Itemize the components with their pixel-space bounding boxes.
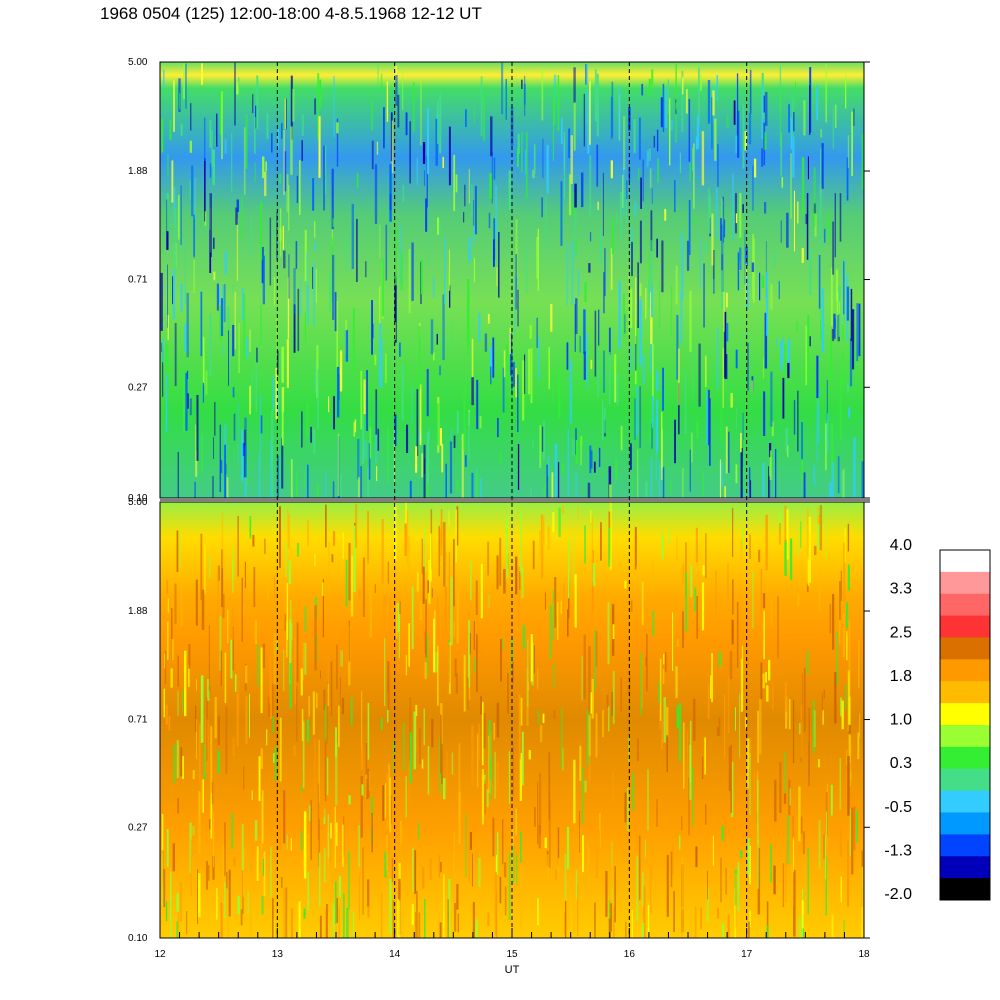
y-tick-label: 5.00 bbox=[128, 57, 148, 68]
colorbar-label: 1.8 bbox=[890, 668, 912, 685]
colorbar-label: 2.5 bbox=[890, 624, 912, 641]
x-tick-label: 15 bbox=[506, 949, 518, 960]
colorbar-swatch bbox=[940, 571, 990, 595]
y-tick-label: 0.71 bbox=[128, 275, 148, 286]
colorbar-label: 4.0 bbox=[890, 537, 912, 554]
y-tick-label: 0.27 bbox=[128, 382, 148, 393]
heatmap-texture bbox=[160, 62, 864, 498]
colorbar-swatch bbox=[940, 812, 990, 835]
y-tick-label: 0.10 bbox=[128, 493, 148, 504]
colorbar-label: 3.3 bbox=[890, 581, 912, 598]
colorbar-label: 0.3 bbox=[890, 755, 912, 772]
x-tick-label: 12 bbox=[154, 949, 166, 960]
colorbar-label: 1.0 bbox=[890, 712, 912, 729]
y-tick-label: 0.71 bbox=[128, 715, 148, 726]
colorbar-swatch bbox=[940, 725, 990, 748]
chart-title: 1968 0504 (125) 12:00-18:00 4-8.5.1968 1… bbox=[100, 4, 482, 23]
y-tick-label: 0.10 bbox=[128, 933, 148, 944]
y-tick-label: 5.00 bbox=[128, 497, 148, 508]
colorbar-swatch bbox=[940, 637, 990, 660]
y-tick-label: 0.27 bbox=[128, 822, 148, 833]
colorbar-swatch bbox=[940, 703, 990, 726]
x-tick-label: 14 bbox=[389, 949, 401, 960]
colorbar-label: -0.5 bbox=[884, 799, 912, 816]
colorbar-swatch bbox=[940, 746, 990, 770]
colorbar-swatch bbox=[940, 615, 990, 638]
colorbar-swatch bbox=[940, 834, 990, 857]
colorbar-swatch bbox=[940, 790, 990, 813]
chart-overlay: 0.100.270.711.885.000.100.270.711.885.00… bbox=[128, 57, 870, 976]
colorbar-frame bbox=[939, 549, 991, 901]
colorbar-label: -1.3 bbox=[884, 842, 912, 859]
colorbar-swatch bbox=[940, 659, 990, 682]
colorbar-swatch bbox=[940, 550, 990, 573]
y-tick-label: 1.88 bbox=[128, 606, 148, 617]
colorbar-swatch bbox=[940, 878, 990, 901]
x-tick-label: 17 bbox=[741, 949, 753, 960]
x-tick-label: 18 bbox=[858, 949, 870, 960]
x-tick-label: 13 bbox=[272, 949, 284, 960]
colorbar-label: -2.0 bbox=[884, 886, 912, 903]
colorbar-swatch bbox=[940, 768, 990, 792]
colorbar: 4.0 3.3 2.5 1.8 1.0 0.3 -0.5 -1.3 -2.0 bbox=[884, 537, 991, 903]
y-tick-label: 1.88 bbox=[128, 166, 148, 177]
colorbar-swatch bbox=[940, 681, 990, 704]
x-tick-label: 16 bbox=[624, 949, 636, 960]
x-axis-label: UT bbox=[505, 964, 520, 976]
colorbar-swatch bbox=[940, 593, 990, 617]
colorbar-swatch bbox=[940, 856, 990, 879]
heatmap-texture bbox=[161, 502, 863, 938]
